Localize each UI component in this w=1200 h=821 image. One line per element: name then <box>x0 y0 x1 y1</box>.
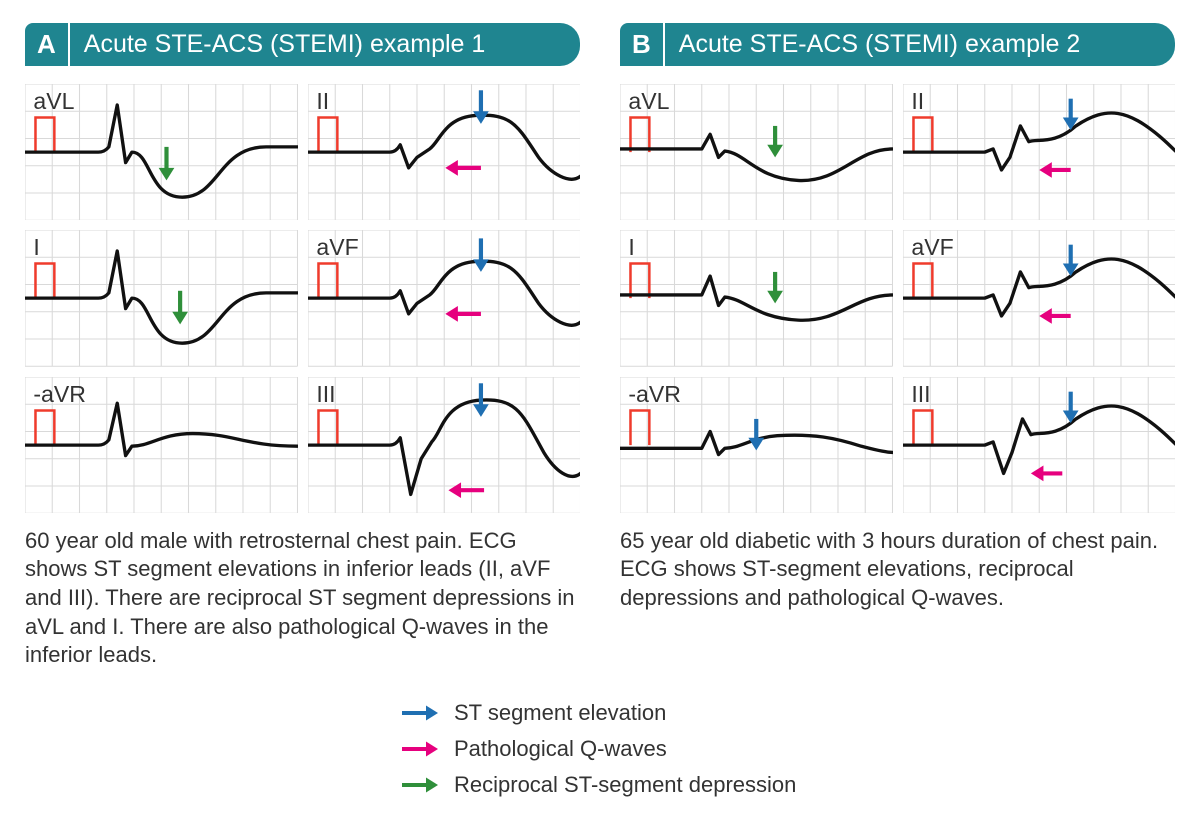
arrow-icon <box>400 774 440 796</box>
panel-b-title: Acute STE-ACS (STEMI) example 2 <box>665 23 1175 66</box>
legend-item-2: Reciprocal ST-segment depression <box>400 772 800 798</box>
panel-b-header: B Acute STE-ACS (STEMI) example 2 <box>620 23 1175 66</box>
svg-text:aVL: aVL <box>33 88 74 114</box>
panel-b: B Acute STE-ACS (STEMI) example 2 aVLIII… <box>620 23 1175 670</box>
svg-text:III: III <box>911 381 930 407</box>
ecg-lead: II <box>903 84 1176 220</box>
ecg-lead: I <box>25 230 298 366</box>
panel-a-grid: aVLIIIaVF-aVRIII <box>25 84 580 513</box>
ecg-lead: -aVR <box>25 377 298 513</box>
ecg-lead: II <box>308 84 581 220</box>
panel-a-letter: A <box>25 23 68 66</box>
panel-b-caption: 65 year old diabetic with 3 hours durati… <box>620 527 1175 613</box>
svg-text:II: II <box>316 88 329 114</box>
panels-row: A Acute STE-ACS (STEMI) example 1 aVLIII… <box>25 23 1175 670</box>
svg-text:I: I <box>628 234 634 260</box>
legend-item-1: Pathological Q-waves <box>400 736 800 762</box>
svg-text:II: II <box>911 88 924 114</box>
legend-label-1: Pathological Q-waves <box>454 736 667 762</box>
svg-text:-aVR: -aVR <box>33 381 86 407</box>
ecg-lead: -aVR <box>620 377 893 513</box>
legend-item-0: ST segment elevation <box>400 700 800 726</box>
ecg-lead: III <box>903 377 1176 513</box>
legend: ST segment elevation Pathological Q-wave… <box>25 700 1175 798</box>
ecg-lead: aVF <box>903 230 1176 366</box>
arrow-icon <box>400 738 440 760</box>
panel-a-header: A Acute STE-ACS (STEMI) example 1 <box>25 23 580 66</box>
svg-text:III: III <box>316 381 335 407</box>
panel-a-title: Acute STE-ACS (STEMI) example 1 <box>70 23 580 66</box>
ecg-lead: III <box>308 377 581 513</box>
ecg-lead: aVL <box>25 84 298 220</box>
svg-text:I: I <box>33 234 39 260</box>
panel-b-grid: aVLIIIaVF-aVRIII <box>620 84 1175 513</box>
arrow-icon <box>400 702 440 724</box>
legend-label-0: ST segment elevation <box>454 700 666 726</box>
ecg-lead: aVL <box>620 84 893 220</box>
svg-text:aVF: aVF <box>316 234 358 260</box>
panel-b-letter: B <box>620 23 663 66</box>
legend-label-2: Reciprocal ST-segment depression <box>454 772 796 798</box>
svg-text:-aVR: -aVR <box>628 381 681 407</box>
svg-text:aVF: aVF <box>911 234 953 260</box>
panel-a: A Acute STE-ACS (STEMI) example 1 aVLIII… <box>25 23 580 670</box>
ecg-lead: aVF <box>308 230 581 366</box>
svg-text:aVL: aVL <box>628 88 669 114</box>
ecg-lead: I <box>620 230 893 366</box>
panel-a-caption: 60 year old male with retrosternal chest… <box>25 527 580 670</box>
